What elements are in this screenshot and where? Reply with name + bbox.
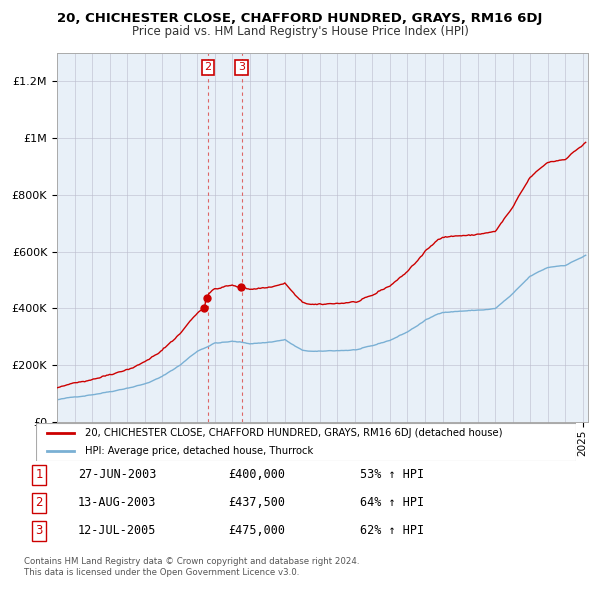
Text: 2: 2 [35,496,43,509]
Text: Contains HM Land Registry data © Crown copyright and database right 2024.: Contains HM Land Registry data © Crown c… [24,558,359,566]
Text: 27-JUN-2003: 27-JUN-2003 [78,468,157,481]
Text: 12-JUL-2005: 12-JUL-2005 [78,525,157,537]
Text: 1: 1 [35,468,43,481]
Text: £400,000: £400,000 [228,468,285,481]
Text: 53% ↑ HPI: 53% ↑ HPI [360,468,424,481]
Text: HPI: Average price, detached house, Thurrock: HPI: Average price, detached house, Thur… [85,445,313,455]
Text: £475,000: £475,000 [228,525,285,537]
Text: 2: 2 [205,63,212,73]
Text: £437,500: £437,500 [228,496,285,509]
Text: 3: 3 [238,63,245,73]
Text: 64% ↑ HPI: 64% ↑ HPI [360,496,424,509]
Text: 20, CHICHESTER CLOSE, CHAFFORD HUNDRED, GRAYS, RM16 6DJ (detached house): 20, CHICHESTER CLOSE, CHAFFORD HUNDRED, … [85,428,502,438]
Text: 20, CHICHESTER CLOSE, CHAFFORD HUNDRED, GRAYS, RM16 6DJ: 20, CHICHESTER CLOSE, CHAFFORD HUNDRED, … [58,12,542,25]
Text: 62% ↑ HPI: 62% ↑ HPI [360,525,424,537]
Text: Price paid vs. HM Land Registry's House Price Index (HPI): Price paid vs. HM Land Registry's House … [131,25,469,38]
Text: This data is licensed under the Open Government Licence v3.0.: This data is licensed under the Open Gov… [24,568,299,577]
Text: 13-AUG-2003: 13-AUG-2003 [78,496,157,509]
FancyBboxPatch shape [36,423,576,461]
Text: 3: 3 [35,525,43,537]
